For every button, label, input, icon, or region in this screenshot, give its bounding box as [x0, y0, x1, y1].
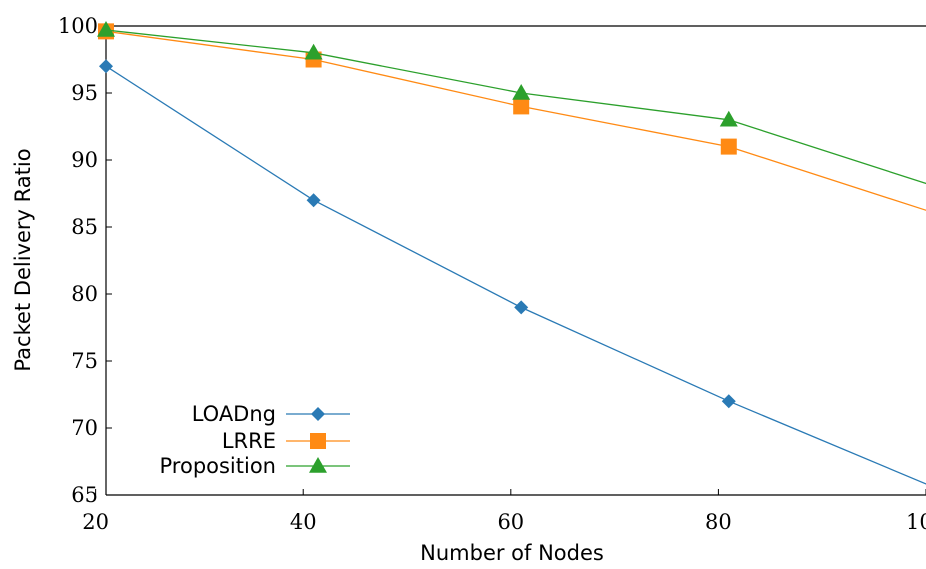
data-point-lrre — [720, 138, 737, 155]
data-point-loadng — [514, 300, 529, 315]
legend-label-proposition: Proposition — [160, 454, 277, 478]
x-tick-label: 40 — [290, 510, 317, 534]
series-layer — [97, 21, 926, 485]
x-tick-label: 20 — [82, 510, 109, 534]
data-point-proposition — [719, 110, 738, 127]
y-tick-label: 100 — [58, 14, 98, 38]
y-tick-label: 90 — [71, 148, 98, 172]
y-axis-label: Packet Delivery Ratio — [11, 148, 35, 371]
series-line-lrre — [105, 30, 926, 211]
legend-label-loadng: LOADng — [192, 402, 276, 426]
series-loadng — [99, 59, 926, 485]
x-tick-label: 80 — [705, 510, 732, 534]
y-tick-label: 70 — [71, 416, 98, 440]
data-point-loadng — [99, 59, 113, 74]
legend-marker-loadng — [311, 407, 325, 421]
series-lrre — [98, 23, 926, 211]
legend-label-lrre: LRRE — [222, 429, 276, 453]
data-point-proposition — [97, 21, 115, 37]
y-tick-label: 95 — [71, 81, 98, 105]
x-tick-label: 60 — [497, 510, 524, 534]
series-proposition — [97, 21, 926, 185]
data-point-lrre — [513, 98, 530, 115]
y-tick-label: 65 — [71, 483, 98, 507]
data-point-loadng — [721, 394, 736, 409]
y-tick-label: 85 — [71, 215, 98, 239]
data-point-proposition — [512, 84, 531, 100]
x-tick-label: 100 — [906, 510, 926, 534]
legend-marker-lrre — [310, 433, 326, 449]
data-point-loadng — [306, 193, 321, 208]
y-tick-label: 75 — [71, 349, 98, 373]
legend-marker-proposition — [309, 457, 327, 473]
data-point-proposition — [304, 43, 323, 60]
axes: 65 70 75 80 85 90 95 100 20 40 60 80 100 — [58, 14, 926, 534]
x-axis-label: Number of Nodes — [420, 541, 604, 565]
y-tick-label: 80 — [71, 282, 98, 306]
